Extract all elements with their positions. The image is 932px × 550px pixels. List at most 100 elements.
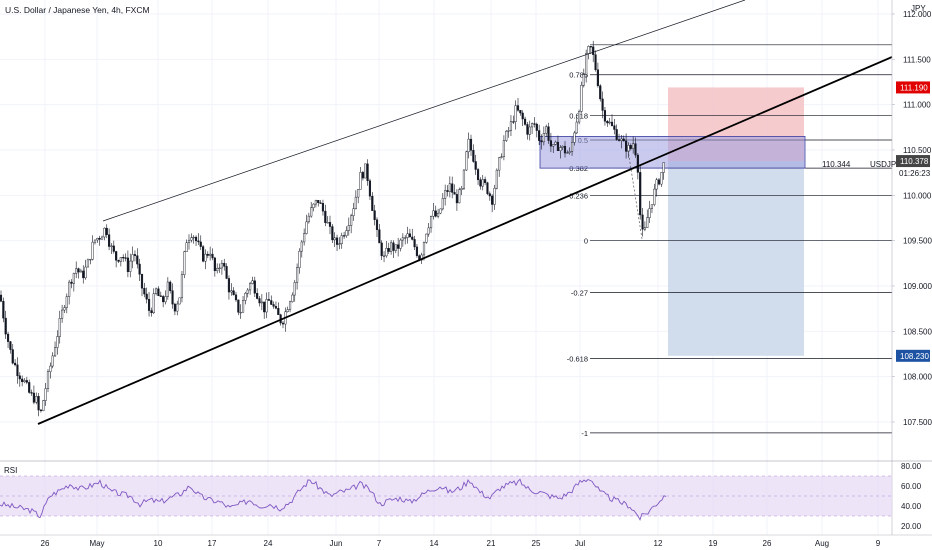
- candle-body: [53, 347, 57, 357]
- candle-body: [533, 123, 536, 125]
- candle-body: [509, 121, 513, 131]
- candle-body: [439, 208, 442, 214]
- candle-body: [209, 253, 212, 256]
- candle-body: [486, 182, 489, 194]
- price-tick-label: 107.500: [903, 418, 932, 427]
- candle-body: [220, 262, 223, 269]
- candle-body: [375, 219, 379, 230]
- time-tick-label: 26: [41, 539, 50, 548]
- candle-body: [413, 239, 416, 248]
- candle-body: [86, 259, 90, 268]
- candle-body: [140, 274, 144, 289]
- candle-body: [84, 266, 87, 279]
- rsi-tick-label: 60.00: [901, 482, 922, 491]
- candle-body: [401, 237, 404, 241]
- time-axis[interactable]: 26 May 10 17 24 Jun 7 14 21 25 Jul 12 19 26 Aug 9: [41, 539, 881, 548]
- candle-body: [82, 270, 85, 279]
- candle-body: [594, 54, 597, 70]
- candle-body: [197, 240, 200, 243]
- candle-body: [300, 241, 303, 252]
- candle-body: [145, 293, 148, 300]
- candle-body: [171, 290, 174, 305]
- candle-body: [162, 296, 165, 303]
- candle-body: [206, 253, 209, 256]
- candle-body: [441, 198, 444, 210]
- candle-body: [270, 300, 273, 305]
- candle-body: [244, 292, 247, 301]
- candle-body: [227, 278, 231, 293]
- candle-body: [49, 365, 52, 372]
- fib-level-label: -0.27: [571, 288, 588, 297]
- candle-body: [32, 392, 35, 403]
- candle-body: [63, 307, 66, 311]
- candle-body: [340, 235, 343, 244]
- candle-body: [122, 257, 125, 259]
- candle-body: [133, 254, 137, 256]
- position-target-zone[interactable]: [668, 161, 804, 356]
- candle-body: [131, 254, 134, 262]
- candle-body: [408, 233, 411, 238]
- candle-body: [150, 310, 153, 314]
- channel-lower-trendline[interactable]: [37, 56, 893, 425]
- candle-body: [56, 336, 59, 348]
- candle-body: [655, 179, 658, 190]
- price-tick-label: 112.000: [903, 10, 932, 19]
- candle-body: [498, 157, 501, 171]
- candle-body: [281, 322, 285, 325]
- price-badges: 111.190 110.378 108.230: [896, 81, 930, 362]
- candle-body: [314, 200, 317, 205]
- candle-body: [241, 300, 245, 313]
- candle-body: [152, 293, 155, 314]
- candle-body: [35, 396, 38, 403]
- candle-body: [333, 237, 336, 241]
- symbol-name: USDJPY: [870, 160, 902, 169]
- candle-body: [232, 290, 235, 296]
- candle-body: [42, 400, 45, 412]
- candle-body: [662, 162, 665, 173]
- candle-body: [613, 125, 616, 130]
- rsi-pane[interactable]: 80.00 60.00 40.00 20.00: [0, 462, 922, 531]
- price-tick-label: 109.000: [903, 282, 932, 291]
- candle-body: [291, 294, 294, 303]
- candle-body: [559, 147, 562, 152]
- price-axis[interactable]: 107.500 108.000 108.500 109.000 109.500 110.0…: [892, 10, 932, 427]
- candle-body: [495, 169, 498, 189]
- candle-body: [484, 179, 487, 183]
- candle-body: [25, 380, 28, 383]
- candle-body: [448, 183, 451, 192]
- candle-body: [432, 210, 435, 217]
- channel-upper-line[interactable]: [102, 0, 746, 222]
- time-tick-label: 14: [430, 539, 439, 548]
- candle-body: [526, 124, 529, 135]
- candle-body: [30, 392, 33, 394]
- candle-body: [568, 151, 571, 153]
- projection-dashed-line: [627, 149, 643, 239]
- time-tick-label: 19: [709, 539, 718, 548]
- candle-body: [451, 183, 454, 193]
- candle-body: [77, 268, 80, 273]
- candle-body: [507, 130, 510, 132]
- candle-body: [582, 74, 585, 86]
- candle-body: [514, 105, 517, 122]
- candle-body: [380, 242, 383, 257]
- candle-body: [608, 121, 611, 124]
- candle-body: [570, 142, 574, 152]
- candle-body: [437, 212, 440, 217]
- short-position-tool[interactable]: [668, 87, 804, 356]
- candle-body: [411, 236, 414, 240]
- time-tick-label: Jun: [330, 539, 343, 548]
- candle-body: [650, 204, 654, 209]
- candle-body: [500, 156, 503, 158]
- candle-body: [566, 152, 569, 154]
- candle-body: [68, 281, 71, 297]
- candle-body: [549, 140, 552, 147]
- candle-body: [601, 98, 604, 111]
- candle-body: [14, 362, 17, 366]
- candle-body: [472, 150, 475, 162]
- candle-body: [629, 145, 632, 149]
- candle-body: [230, 290, 233, 293]
- candle-body: [105, 227, 108, 235]
- candle-body: [653, 188, 656, 205]
